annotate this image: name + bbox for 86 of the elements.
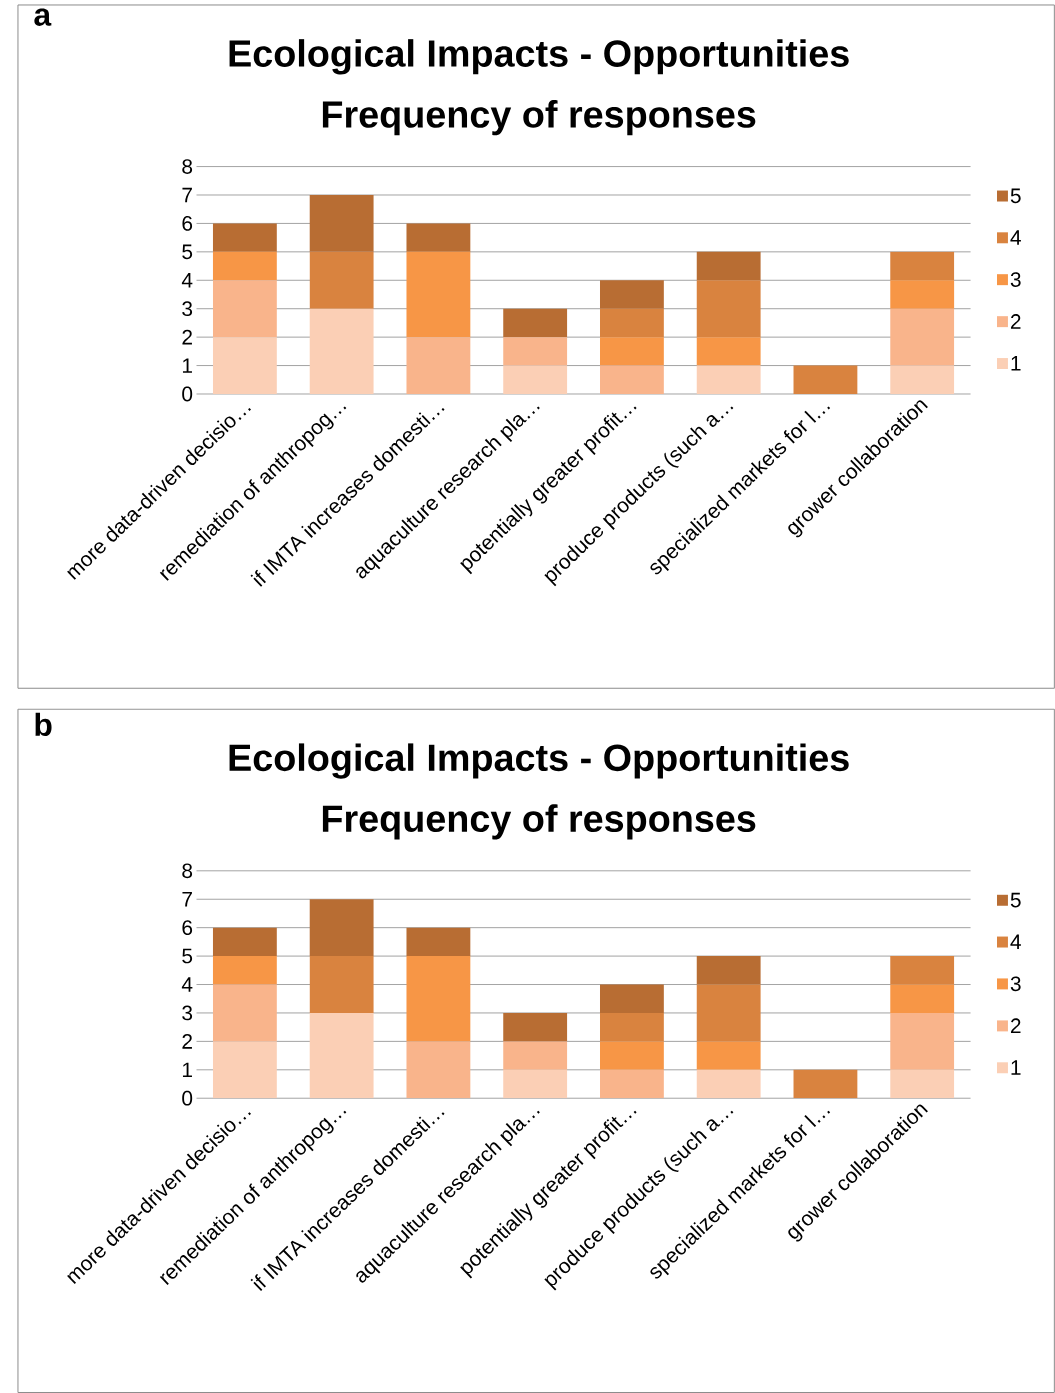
y-tick-label: 4 (181, 977, 193, 992)
bar (309, 251, 374, 309)
legend-label: 5 (1010, 892, 1021, 908)
bar (793, 1069, 858, 1099)
bar (309, 956, 374, 1013)
legend-label: 3 (1010, 272, 1021, 287)
bar (406, 1041, 471, 1099)
legend-label: 2 (1010, 1018, 1021, 1033)
bar (212, 280, 277, 338)
bar (406, 927, 471, 957)
bar (890, 956, 954, 985)
bar (503, 337, 567, 366)
bar (212, 927, 277, 957)
text: b (35, 712, 52, 737)
y-tick-label: 5 (182, 948, 192, 964)
bar (696, 1041, 761, 1070)
legend-label: 3 (1010, 976, 1021, 992)
y-tick-label: 7 (182, 187, 192, 203)
bar (599, 1041, 664, 1070)
chart-title: Ecological Impacts - Opportunities (229, 39, 849, 75)
bar (696, 956, 761, 985)
y-tick-label: 5 (182, 244, 192, 260)
y-tick-label: 0 (182, 386, 192, 402)
y-tick-label: 8 (182, 863, 192, 879)
bar (793, 365, 858, 394)
bar (212, 337, 277, 394)
bar (696, 365, 761, 394)
y-tick-label: 0 (182, 1090, 192, 1106)
bar (309, 308, 374, 394)
chart-subtitle: Frequency of responses (322, 100, 756, 136)
y-tick-label: 1 (182, 358, 192, 373)
bar (890, 1069, 954, 1099)
bar (696, 337, 761, 366)
bar (890, 365, 954, 394)
y-tick-label: 6 (182, 216, 192, 231)
legend-label: 5 (1010, 188, 1021, 204)
text: a (34, 8, 52, 26)
bar (890, 280, 954, 309)
bar (309, 1012, 374, 1099)
legend-label: 4 (1010, 230, 1021, 245)
bar (503, 1012, 567, 1042)
bar (696, 280, 761, 338)
legend-label: 1 (1011, 1060, 1021, 1075)
bar (406, 956, 471, 1042)
legend-label: 4 (1010, 934, 1021, 949)
y-tick-label: 1 (182, 1062, 192, 1077)
bar (212, 251, 277, 281)
bar (503, 308, 567, 338)
bar (212, 223, 277, 252)
bar (406, 337, 471, 394)
bar (890, 1012, 954, 1070)
bar (890, 251, 954, 281)
legend-label: 2 (1010, 314, 1021, 329)
y-tick-label: 8 (182, 159, 192, 174)
bar (599, 280, 664, 309)
bar (890, 984, 954, 1013)
bar (309, 194, 374, 252)
bar (696, 984, 761, 1042)
chart-subtitle: Frequency of responses (322, 804, 756, 840)
bar (599, 1012, 664, 1042)
y-tick-label: 7 (182, 892, 192, 907)
bar (599, 1069, 664, 1099)
bar (212, 984, 277, 1042)
bar (599, 365, 664, 394)
y-tick-label: 6 (182, 920, 192, 936)
bar (599, 984, 664, 1013)
bar (503, 1069, 567, 1099)
bar (696, 251, 761, 281)
bar (503, 365, 567, 394)
bar (309, 899, 374, 957)
y-tick-label: 3 (182, 1005, 192, 1021)
y-tick-label: 2 (182, 1034, 192, 1049)
bar (503, 1041, 567, 1070)
bar (406, 251, 471, 338)
chart-title: Ecological Impacts - Opportunities (229, 743, 849, 779)
y-tick-label: 2 (182, 329, 192, 345)
y-tick-label: 3 (182, 301, 192, 317)
bar (696, 1069, 761, 1099)
bar (599, 337, 664, 366)
bar (890, 308, 954, 366)
bar (406, 223, 471, 252)
bar (599, 308, 664, 338)
y-tick-label: 4 (181, 273, 193, 288)
legend-label: 1 (1011, 356, 1021, 371)
bar (212, 956, 277, 985)
bar (212, 1041, 277, 1099)
